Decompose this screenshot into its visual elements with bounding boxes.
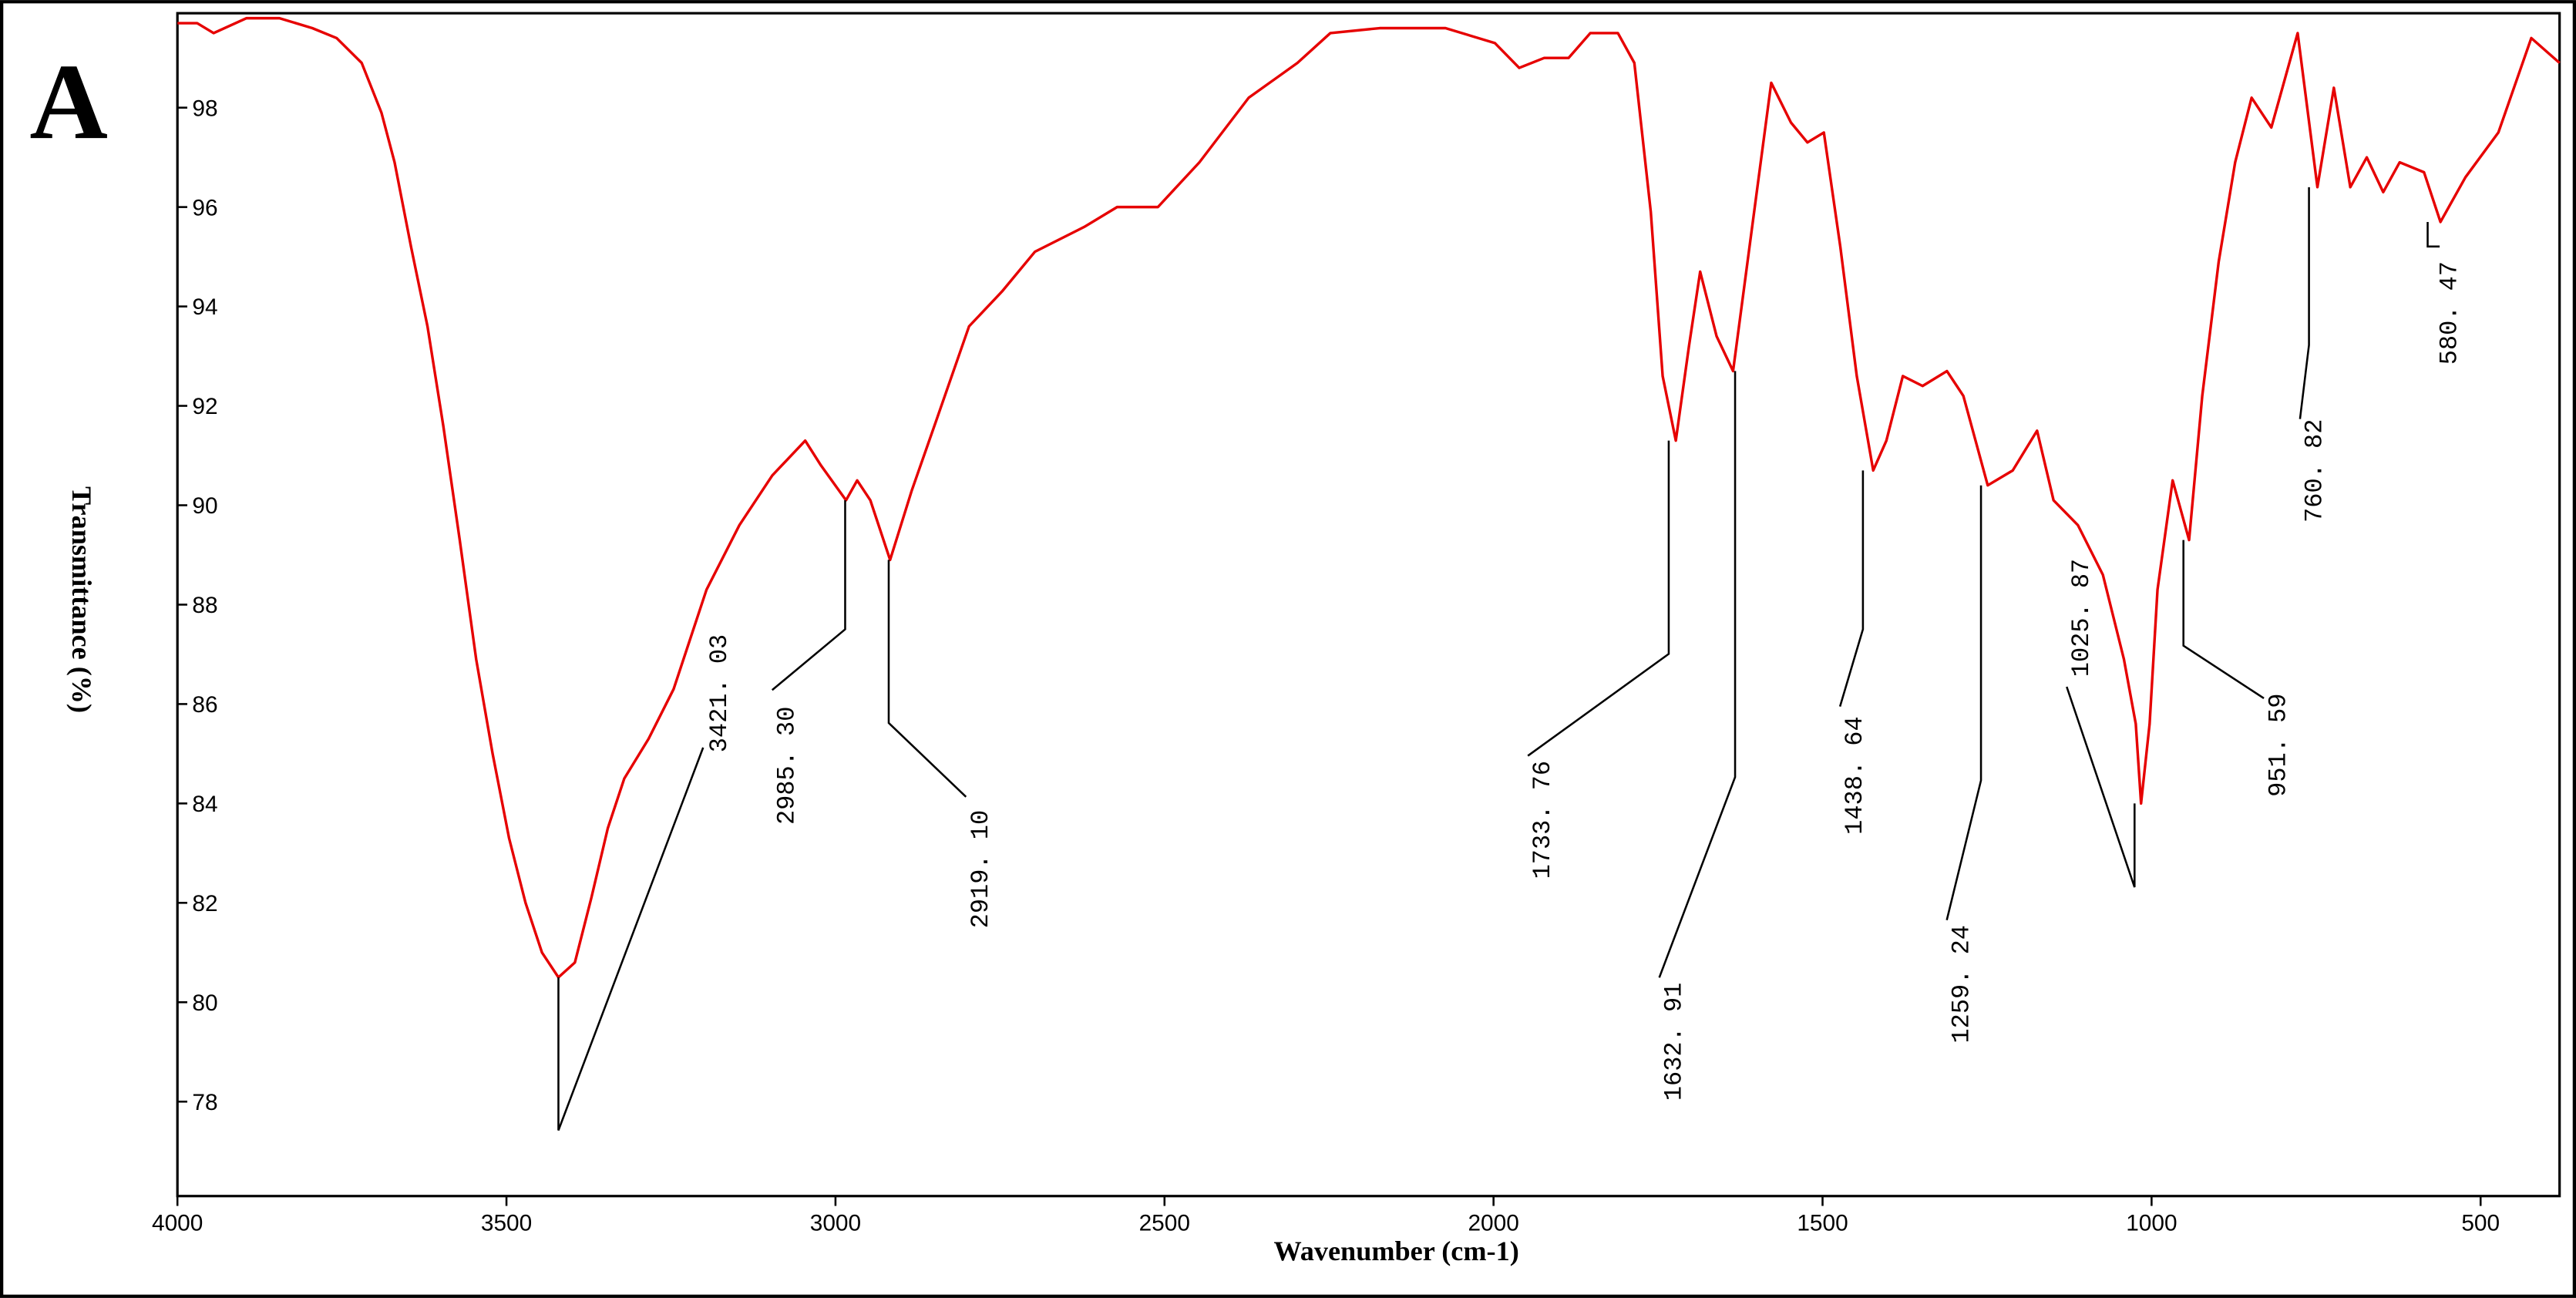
x-tick-label: 2500 [1139,1211,1190,1236]
peak-label: 3421. 03 [705,634,734,752]
peak-label: 951. 59 [2265,694,2293,797]
peak-leader [557,747,705,1131]
x-tick-label: 500 [2461,1211,2500,1236]
x-axis-label: Wavenumber (cm-1) [1274,1236,1519,1266]
peak-leader [887,560,967,798]
x-tick-label: 2000 [1468,1211,1518,1236]
y-tick-label: 94 [192,294,217,320]
y-tick-label: 78 [192,1090,217,1115]
peak-label: 760. 82 [2301,419,2329,523]
peak-leader [2066,686,2136,888]
peak-label: 1259. 24 [1947,925,1976,1043]
y-tick-label: 80 [192,990,217,1016]
y-tick-label: 90 [192,493,217,519]
y-tick-label: 86 [192,692,217,718]
y-tick-label: 96 [192,195,217,220]
peak-leader [1527,440,1670,757]
x-tick-label: 4000 [152,1211,203,1236]
x-tick-label: 1000 [2126,1211,2177,1236]
peak-leader [1945,485,1982,920]
peak-leader [2426,221,2440,248]
peak-label: 580. 47 [2435,261,2463,365]
peak-leader [2299,187,2310,419]
spectrum-line [177,16,2561,979]
y-tick-label: 92 [192,394,217,419]
peak-label: 1632. 91 [1660,983,1688,1101]
x-tick-label: 3000 [810,1211,861,1236]
x-tick-label: 3500 [481,1211,532,1236]
x-tick-label: 1500 [1797,1211,1848,1236]
peak-label: 1025. 87 [2067,559,2096,677]
peak-label: 2919. 10 [967,810,995,928]
peak-label: 2985. 30 [772,707,801,825]
y-tick-label: 84 [192,792,217,817]
y-axis-label: Transmittance (%) [66,486,97,713]
peak-leader [2182,540,2265,700]
peak-label: 1438. 64 [1841,716,1869,834]
peak-label: 1733. 76 [1528,761,1557,879]
y-tick-label: 98 [192,96,217,121]
peak-leader [1838,470,1865,707]
y-tick-label: 82 [192,891,217,916]
y-tick-label: 88 [192,593,217,618]
peak-leader [1658,371,1737,978]
panel-label: A [29,42,108,162]
peak-leader [771,500,846,691]
